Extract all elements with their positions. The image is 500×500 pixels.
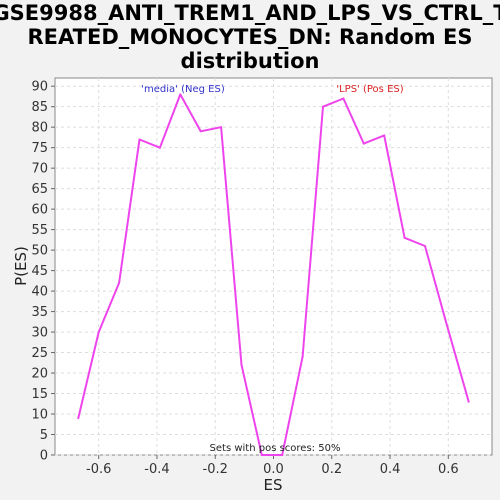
series-line-0 <box>77 93 470 456</box>
data-point <box>362 142 365 145</box>
x-tick-label: 0.0 <box>263 462 284 477</box>
y-tick-label: 0 <box>40 449 48 464</box>
y-tick-label: 70 <box>31 162 48 177</box>
y-tick-label: 5 <box>40 428 48 443</box>
chart-title-line-1: GSE9988_ANTI_TREM1_AND_LPS_VS_CTRL_T <box>0 1 500 25</box>
footer-pos-scores: Sets with pos scores: 50% <box>210 443 341 454</box>
y-tick-label: 55 <box>31 223 48 238</box>
data-point <box>199 130 202 133</box>
y-tick-label: 75 <box>31 141 48 156</box>
data-point <box>97 331 100 334</box>
data-point <box>444 318 447 321</box>
data-point <box>158 146 161 149</box>
data-point <box>383 134 386 137</box>
data-point <box>179 93 182 96</box>
data-point <box>322 105 325 108</box>
data-point <box>281 454 284 456</box>
data-point <box>467 400 470 403</box>
y-tick-label: 40 <box>31 285 48 300</box>
series-layer <box>77 93 470 456</box>
chart-title-line-2: REATED_MONOCYTES_DN: Random ES <box>28 25 473 49</box>
axis-layer: -0.6 -0.4 -0.2 0.0 0.2 0.4 0.6 0 5 10 15 20 25 30 35 40… <box>31 80 458 477</box>
data-point <box>220 126 223 129</box>
y-tick-label: 80 <box>31 121 48 136</box>
x-tick-label: 0.4 <box>380 462 401 477</box>
y-tick-label: 15 <box>31 387 48 402</box>
data-point <box>342 97 345 100</box>
y-tick-label: 20 <box>31 367 48 382</box>
data-point <box>77 417 80 420</box>
x-tick-label: -0.6 <box>86 462 111 477</box>
x-axis-label: ES <box>264 476 283 494</box>
data-point <box>403 236 406 239</box>
data-point <box>138 138 141 141</box>
x-tick-label: 0.2 <box>321 462 342 477</box>
y-tick-label: 45 <box>31 264 48 279</box>
data-point <box>240 363 243 366</box>
y-tick-label: 50 <box>31 244 48 259</box>
x-tick-label: -0.2 <box>203 462 228 477</box>
data-point <box>301 355 304 358</box>
y-tick-label: 35 <box>31 305 48 320</box>
y-tick-label: 85 <box>31 100 48 115</box>
grid-layer <box>55 78 492 456</box>
x-tick-label: -0.4 <box>144 462 169 477</box>
y-tick-label: 65 <box>31 182 48 197</box>
data-point <box>423 245 426 248</box>
x-tick-label: 0.6 <box>438 462 459 477</box>
y-axis-label: P(ES) <box>12 246 30 286</box>
y-tick-label: 25 <box>31 346 48 361</box>
y-tick-label: 10 <box>31 408 48 423</box>
annotation-pos-es: 'LPS' (Pos ES) <box>336 84 403 95</box>
y-tick-label: 60 <box>31 203 48 218</box>
y-tick-label: 90 <box>31 80 48 95</box>
annotation-neg-es: 'media' (Neg ES) <box>141 84 225 95</box>
y-tick-label: 30 <box>31 326 48 341</box>
data-point <box>260 454 263 456</box>
chart-title-line-3: distribution <box>181 49 320 73</box>
data-point <box>118 281 121 284</box>
